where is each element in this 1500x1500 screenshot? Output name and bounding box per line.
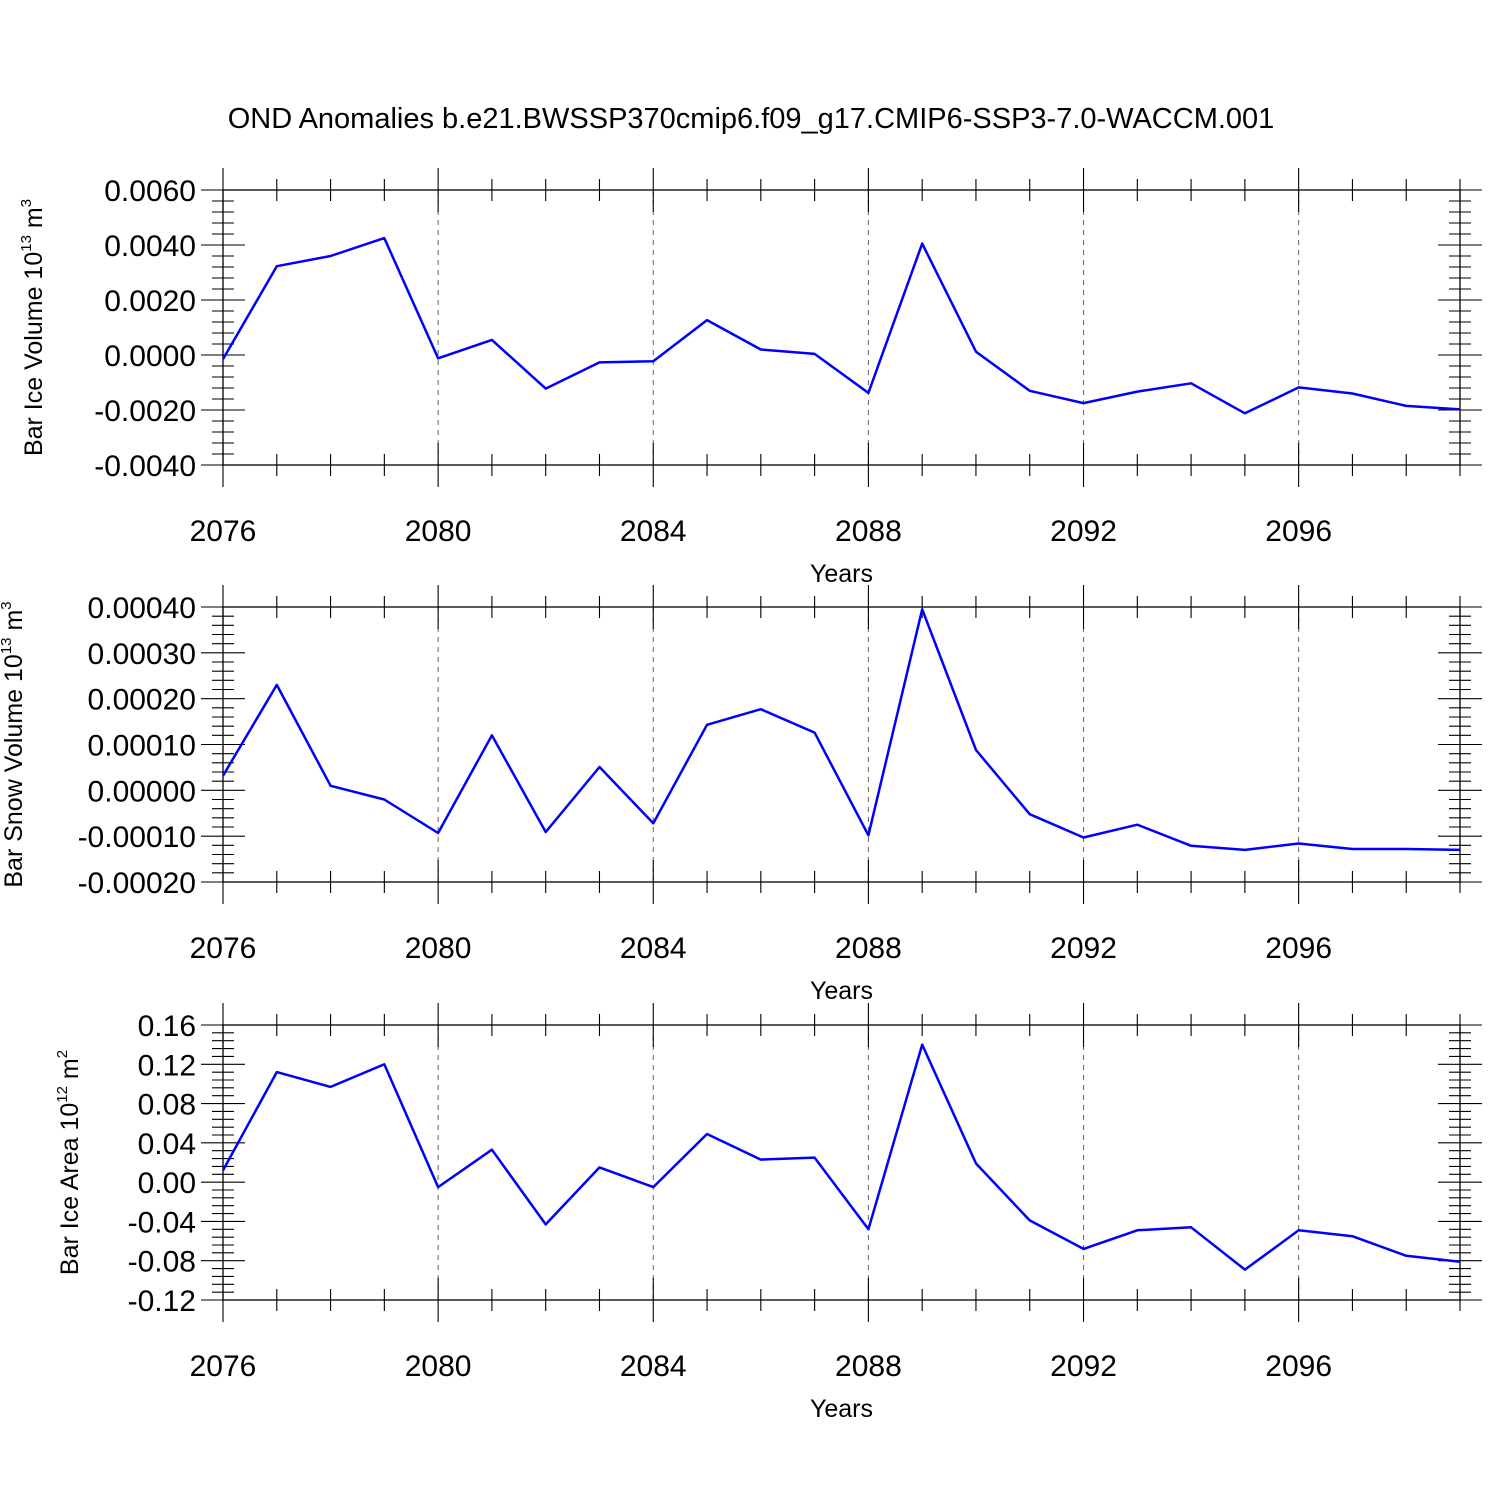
x-tick-label: 2076 (190, 1350, 257, 1383)
y-tick-label: 0.00030 (88, 638, 196, 671)
x-tick-label: 2092 (1050, 1350, 1117, 1383)
y-tick-label: 0.00000 (88, 775, 196, 808)
y-axis-label-text: Bar Ice Area 10 (56, 1103, 84, 1275)
y-tick-label: 0.08 (138, 1089, 196, 1122)
y-tick-label: -0.00010 (78, 821, 196, 854)
x-axis-label: Years (810, 977, 873, 1005)
x-tick-label: 2096 (1265, 932, 1332, 965)
x-axis-label: Years (810, 1395, 873, 1423)
x-tick-label: 2088 (835, 1350, 902, 1383)
x-axis-label: Years (810, 560, 873, 588)
plot-frame (222, 1024, 1461, 1301)
y-tick-label: 0.0040 (104, 230, 196, 263)
y-tick-label: 0.04 (138, 1128, 196, 1161)
y-tick-label: 0.16 (138, 1010, 196, 1043)
y-axis-label-unit-exponent: 3 (18, 199, 35, 207)
y-tick-label: -0.0040 (94, 450, 196, 483)
series-line-ice-area (221, 1043, 1461, 1271)
y-tick-label: 0.0060 (104, 175, 196, 208)
y-tick-label: 0.00040 (88, 592, 196, 625)
x-tick-label: 2088 (835, 932, 902, 965)
x-tick-label: 2084 (620, 932, 687, 965)
x-tick-label: 2076 (190, 932, 257, 965)
y-axis-label-text: Bar Snow Volume 10 (0, 654, 28, 887)
chart-panels: -0.0040-0.00200.00000.00200.00400.006020… (0, 168, 1482, 1423)
x-tick-label: 2092 (1050, 515, 1117, 548)
x-tick-label: 2080 (405, 1350, 472, 1383)
x-tick-label: 2076 (190, 515, 257, 548)
x-tick-label: 2084 (620, 1350, 687, 1383)
y-axis-label-unit-exponent: 2 (54, 1050, 71, 1058)
x-tick-label: 2092 (1050, 932, 1117, 965)
y-axis-label: Bar Ice Volume 1013 m3 (18, 199, 48, 456)
y-axis-label-unit: m (20, 207, 48, 235)
y-axis-label-exponent: 13 (18, 235, 35, 252)
y-tick-label: -0.0020 (94, 395, 196, 428)
y-tick-label: -0.12 (128, 1285, 196, 1318)
panel-ice-area: -0.12 -0.08 -0.04 0.00 0.04 0.08 0.12 0.16 2076 2… (54, 1003, 1482, 1423)
x-tick-label: 2080 (405, 932, 472, 965)
y-axis-label: Bar Ice Area 1012 m2 (54, 1050, 84, 1275)
y-axis-label-unit-exponent: 3 (0, 601, 15, 609)
chart-title: OND Anomalies b.e21.BWSSP370cmip6.f09_g1… (228, 103, 1275, 135)
x-tick-label: 2096 (1265, 515, 1332, 548)
y-tick-label: -0.00020 (78, 867, 196, 900)
x-tick-label: 2080 (405, 515, 472, 548)
x-tick-label: 2088 (835, 515, 902, 548)
y-tick-label: 0.12 (138, 1049, 196, 1082)
y-tick-label: 0.0000 (104, 340, 196, 373)
plot-frame (222, 606, 1461, 883)
y-tick-label: 0.00010 (88, 730, 196, 763)
y-tick-label: -0.08 (128, 1246, 196, 1279)
y-axis-label-exponent: 13 (0, 637, 15, 654)
y-axis-label-unit: m (56, 1058, 84, 1086)
y-tick-label: 0.0020 (104, 285, 196, 318)
x-tick-label: 2084 (620, 515, 687, 548)
panel-ice-volume: -0.0040 -0.0020 0.0000 0.0020 0.0040 0.0060 20… (18, 168, 1482, 588)
plot-frame (222, 189, 1461, 466)
series-line-ice-volume (221, 236, 1461, 415)
x-tick-label: 2096 (1265, 1350, 1332, 1383)
y-tick-label: -0.04 (128, 1206, 196, 1239)
y-axis-label: Bar Snow Volume 1013 m3 (0, 601, 28, 887)
y-axis-label-unit: m (0, 610, 28, 638)
y-tick-label: 0.00 (138, 1167, 196, 1200)
y-axis-label-exponent: 12 (54, 1086, 71, 1103)
series-line-snow-volume (221, 608, 1461, 852)
y-tick-label: 0.00020 (88, 684, 196, 717)
y-axis-label-text: Bar Ice Volume 10 (20, 252, 48, 456)
panel-snow-volume: -0.00020 -0.00010 0.00000 0.00010 0.00020 0.0… (0, 585, 1482, 1005)
